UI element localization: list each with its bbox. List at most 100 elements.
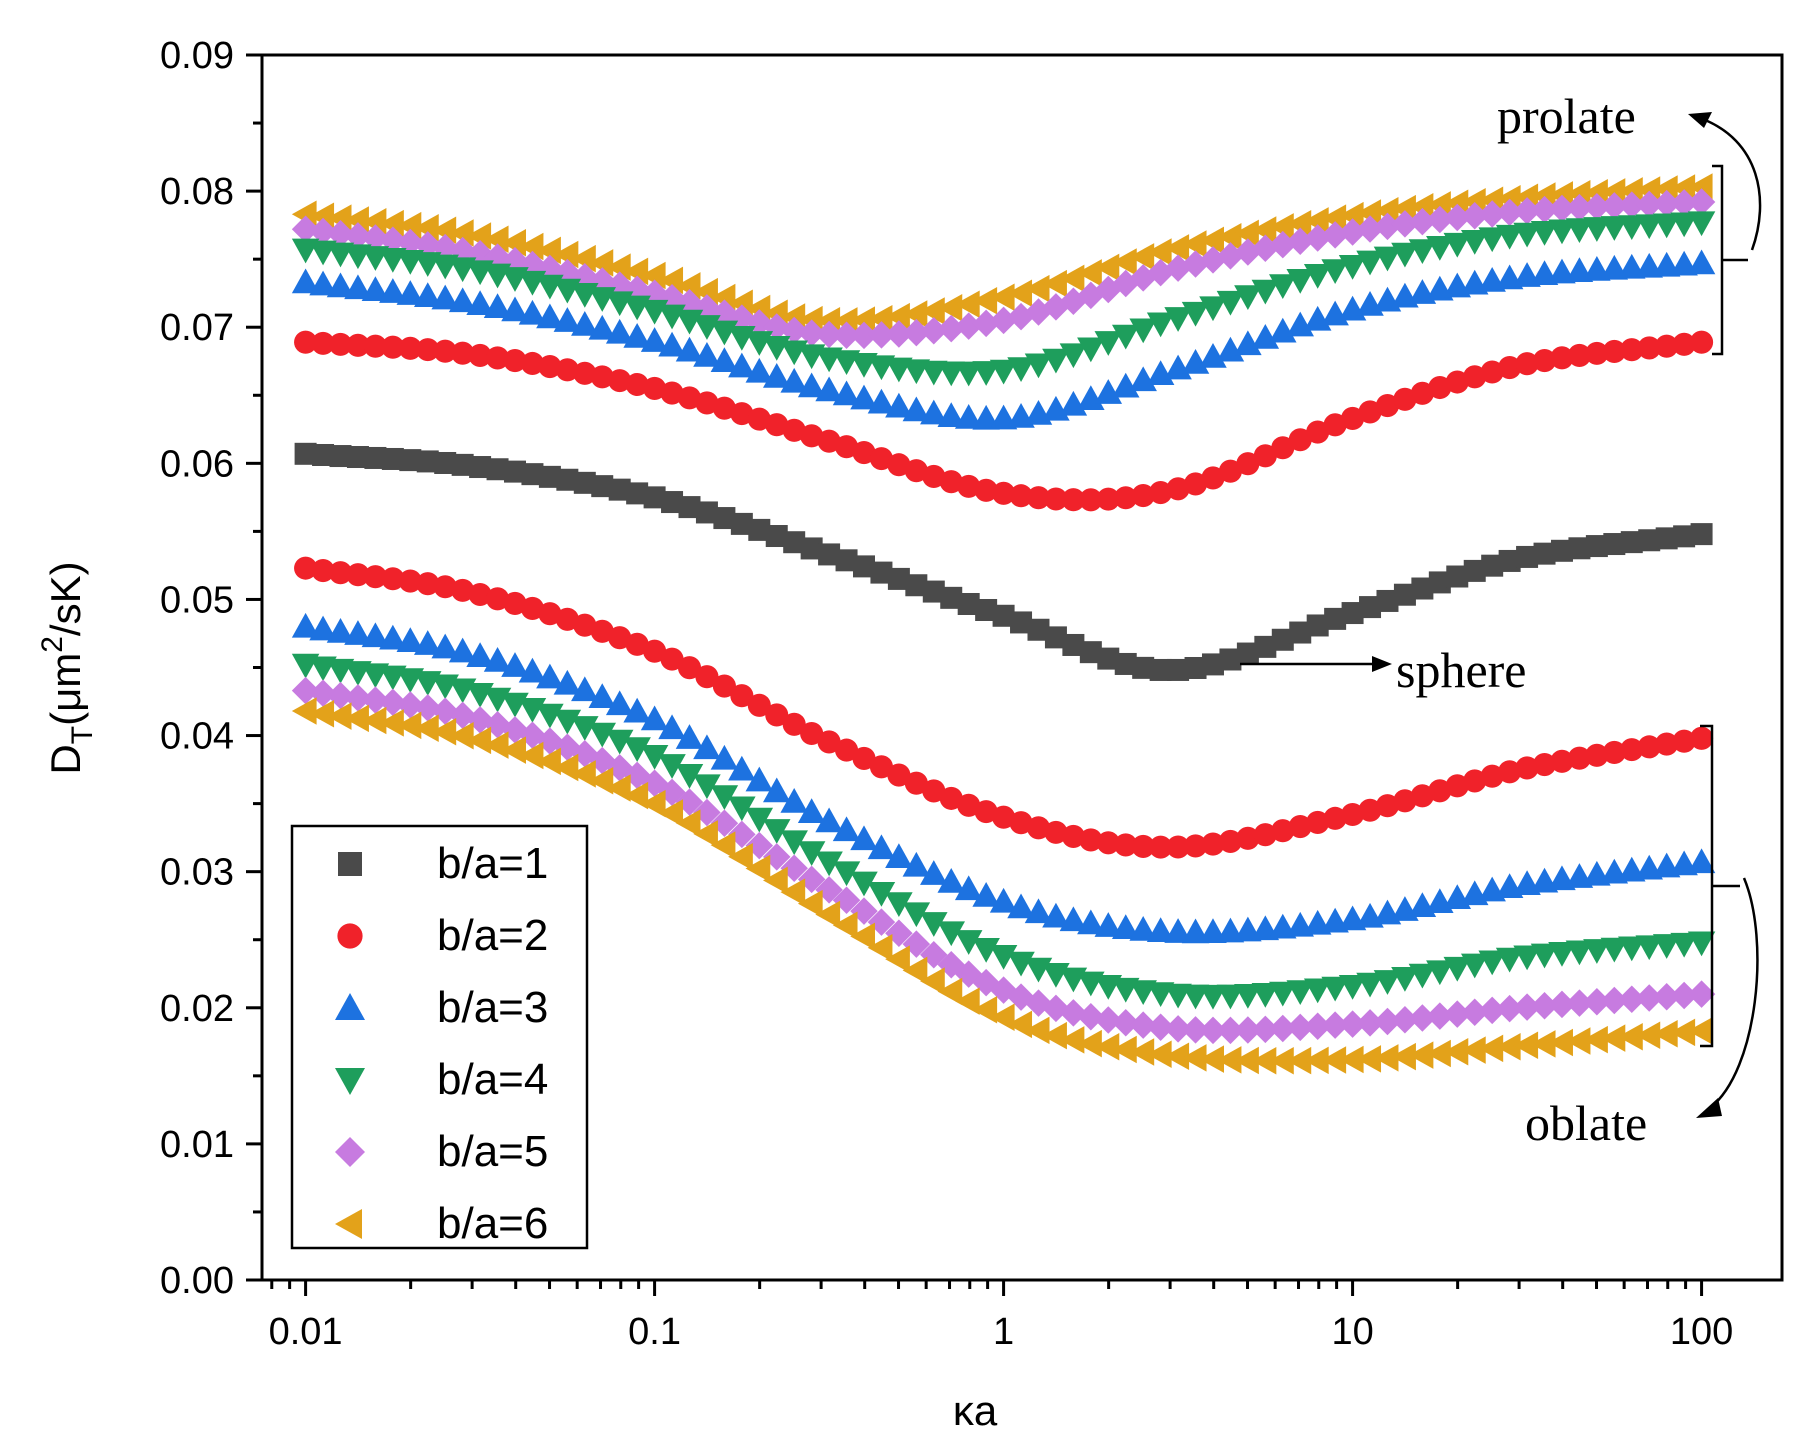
data-point <box>815 376 843 402</box>
data-point <box>1443 1000 1472 1028</box>
data-point <box>675 272 701 300</box>
data-point <box>1635 984 1663 1012</box>
data-point <box>797 798 826 823</box>
data-point <box>1565 1027 1591 1055</box>
data-point <box>571 716 599 741</box>
data-point <box>693 341 721 367</box>
data-point <box>850 922 875 951</box>
data-point <box>957 592 980 615</box>
data-point <box>326 617 355 643</box>
data-point <box>1567 343 1591 368</box>
data-point <box>1321 1011 1349 1039</box>
data-point <box>1443 956 1472 982</box>
data-point <box>1356 250 1384 276</box>
data-point <box>693 820 718 848</box>
data-point <box>1199 1016 1227 1045</box>
data-point <box>675 809 701 837</box>
data-point <box>885 945 910 973</box>
data-point <box>1303 207 1329 235</box>
data-point <box>396 280 425 305</box>
data-point <box>571 244 596 273</box>
data-point <box>992 604 1015 627</box>
data-point <box>972 286 998 315</box>
data-point <box>503 460 526 483</box>
data-point <box>1655 334 1679 358</box>
data-point <box>1690 726 1714 750</box>
data-point <box>1515 756 1539 780</box>
data-point <box>1550 539 1573 562</box>
sphere-label: sphere <box>1396 642 1527 698</box>
data-point <box>1565 218 1594 243</box>
data-point <box>658 331 686 357</box>
data-point <box>483 293 512 319</box>
data-point <box>747 693 771 717</box>
data-point <box>1218 459 1242 483</box>
data-point <box>640 705 669 731</box>
data-point <box>605 318 634 344</box>
data-point <box>765 525 788 548</box>
data-point <box>451 578 475 602</box>
series-0-ba6 <box>291 173 1713 335</box>
data-point <box>675 336 704 362</box>
data-point <box>902 851 931 877</box>
data-point <box>762 777 791 803</box>
data-point <box>1498 549 1521 572</box>
y-tick-label: 0.09 <box>160 35 234 77</box>
data-point <box>1024 353 1053 379</box>
data-point <box>887 453 911 477</box>
data-point <box>485 346 510 370</box>
data-point <box>434 451 457 474</box>
data-point <box>1548 219 1576 245</box>
data-point <box>1498 356 1522 380</box>
data-point <box>1096 487 1120 511</box>
data-point <box>887 763 911 787</box>
data-point <box>451 341 475 365</box>
data-point <box>902 318 931 347</box>
data-point <box>1635 935 1663 961</box>
y-tick-label: 0.04 <box>160 716 234 758</box>
data-point <box>747 407 771 431</box>
data-point <box>1094 331 1123 356</box>
data-point <box>817 429 841 453</box>
data-point <box>1603 533 1626 556</box>
data-point <box>485 587 510 611</box>
data-point <box>1548 1028 1573 1057</box>
data-point <box>818 543 841 566</box>
data-point <box>677 386 702 410</box>
y-tick-label: 0.07 <box>160 307 234 349</box>
data-point <box>1652 213 1681 239</box>
data-point <box>1393 789 1417 813</box>
data-point <box>1530 195 1559 224</box>
data-point <box>1637 336 1661 360</box>
data-point <box>1059 999 1088 1027</box>
data-point <box>363 565 387 589</box>
data-point <box>1286 269 1314 294</box>
data-point <box>291 612 320 638</box>
data-point <box>1009 484 1033 508</box>
data-point <box>1216 223 1242 251</box>
x-tick-label: 0.1 <box>628 1311 681 1353</box>
data-point <box>1460 230 1489 255</box>
data-point <box>571 676 599 702</box>
data-point <box>1251 1015 1280 1044</box>
data-point <box>1583 939 1611 964</box>
data-point <box>1079 641 1102 664</box>
data-point <box>590 619 614 643</box>
data-point <box>1132 656 1155 679</box>
axis-ticks <box>246 53 1704 1296</box>
oblate-label: oblate <box>1525 1095 1647 1151</box>
data-point <box>466 222 492 250</box>
data-point <box>1426 235 1454 261</box>
data-point <box>416 572 440 596</box>
data-point <box>937 977 963 1006</box>
data-point <box>1478 996 1506 1025</box>
data-point <box>1286 210 1312 238</box>
data-point <box>1111 1009 1140 1037</box>
data-point <box>1321 976 1349 1002</box>
data-point <box>904 771 928 795</box>
data-point <box>783 531 806 554</box>
data-point <box>954 361 983 387</box>
data-point <box>1687 1017 1713 1045</box>
y-axis-title: DT(μm2/sK) <box>36 561 99 774</box>
data-point <box>573 361 597 385</box>
